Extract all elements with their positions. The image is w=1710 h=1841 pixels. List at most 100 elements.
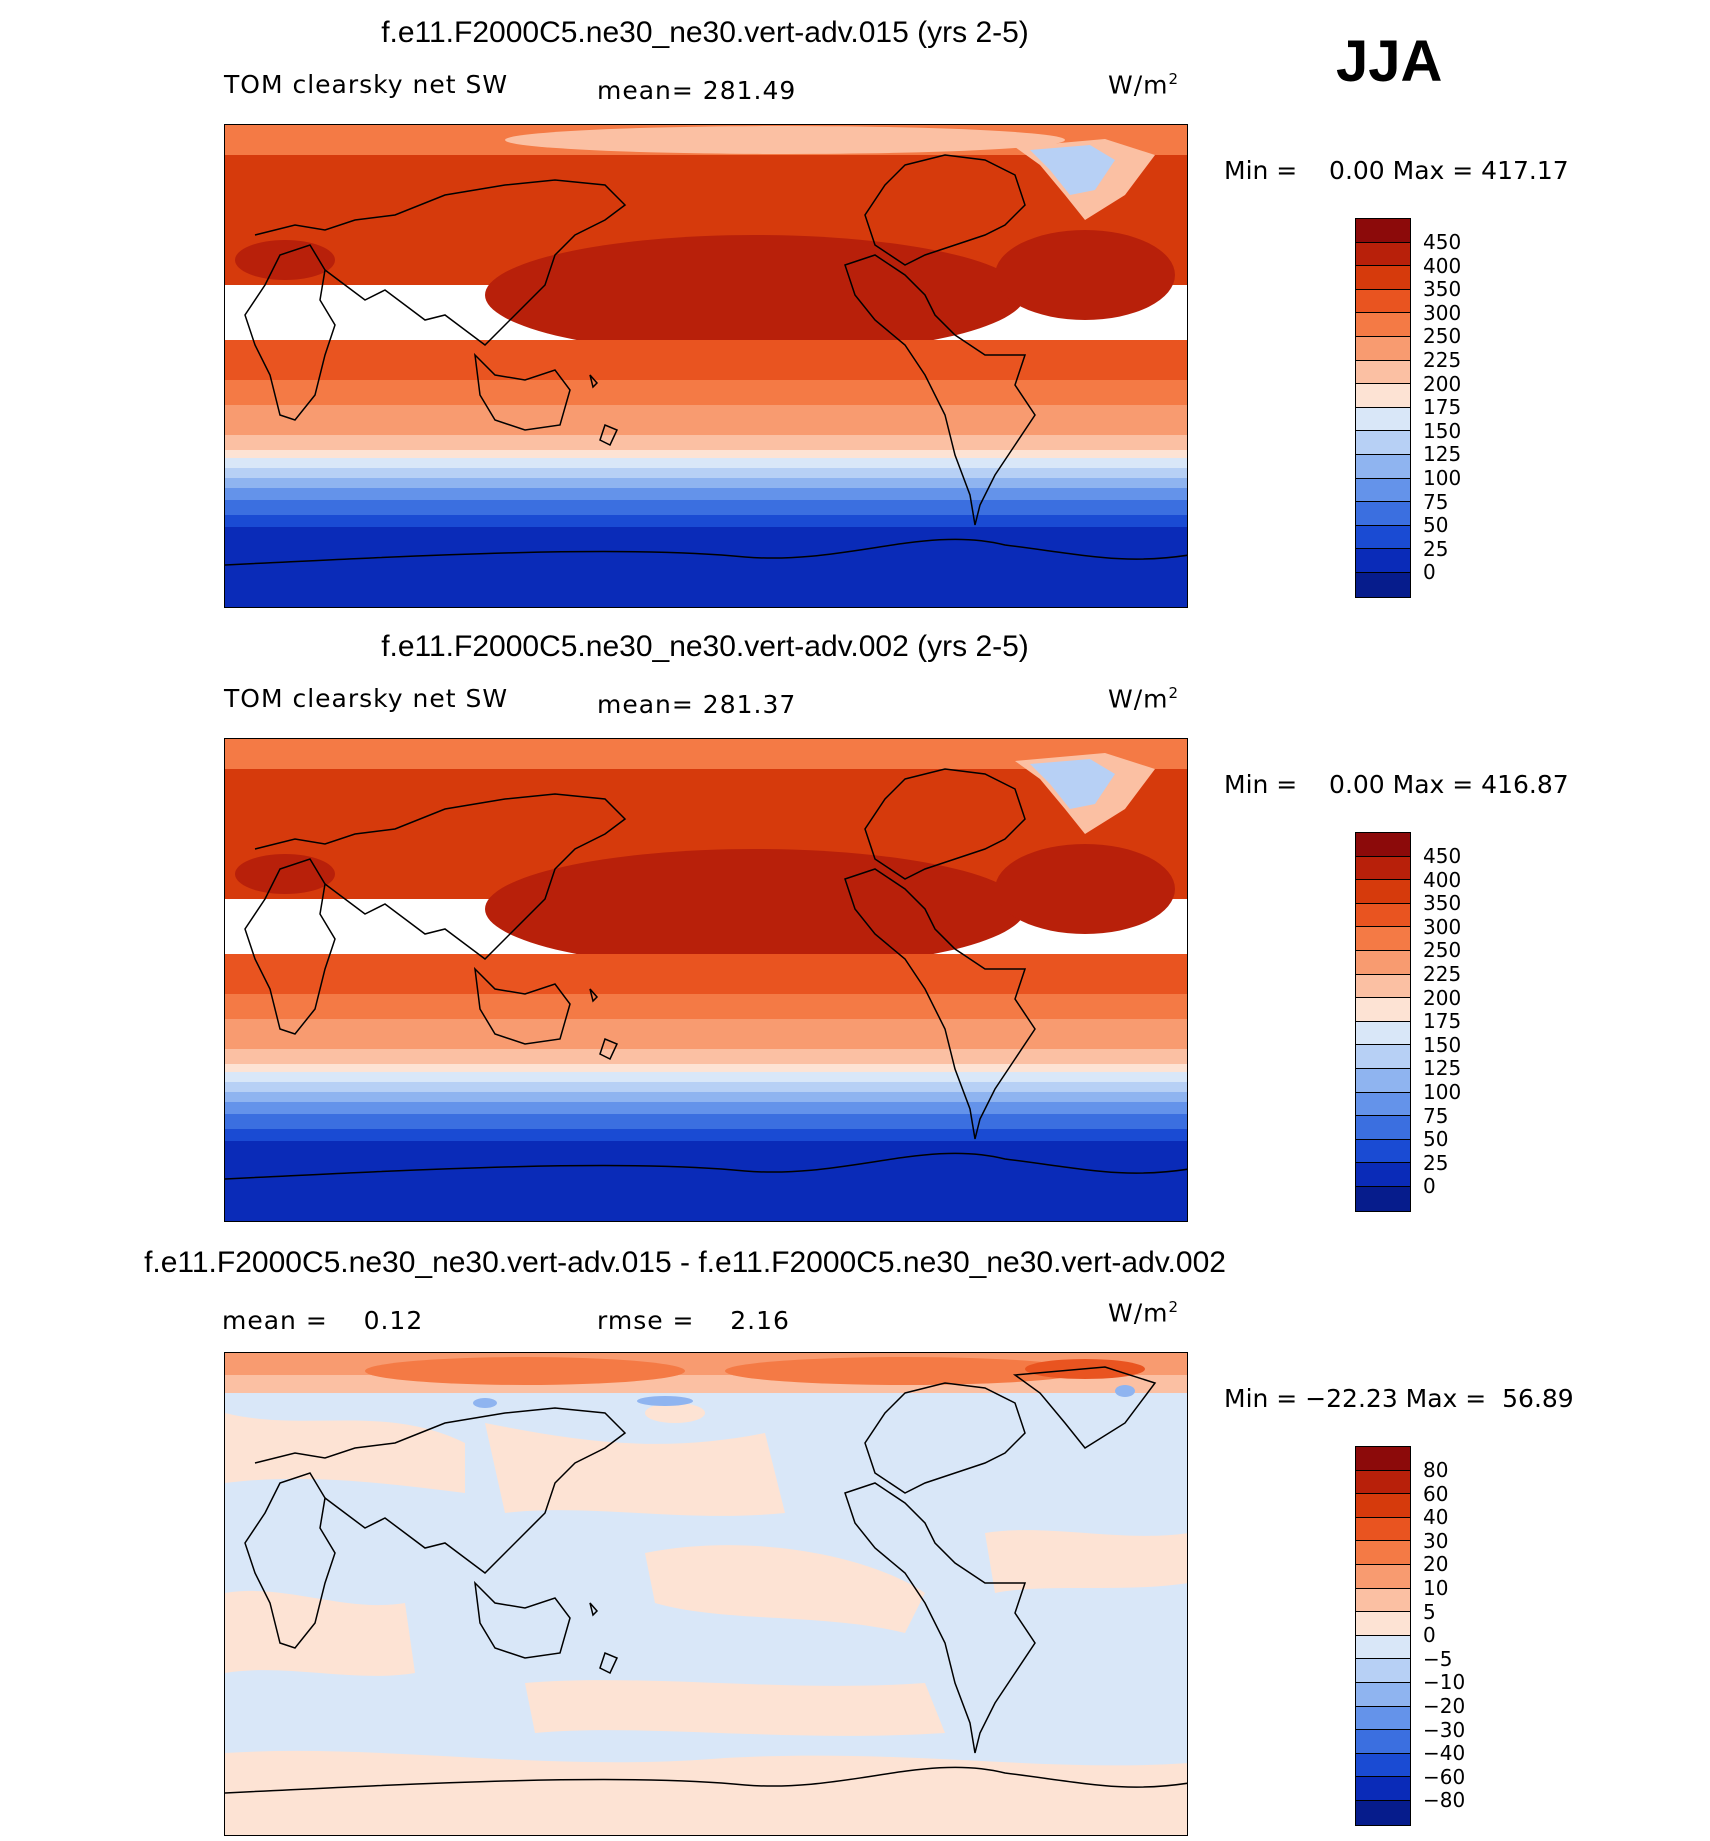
panel-3-unit: W/m2	[1108, 1298, 1180, 1328]
colorbar-3-seg	[1356, 1494, 1410, 1518]
colorbar-1-seg	[1356, 219, 1410, 243]
colorbar-2-seg	[1356, 927, 1410, 951]
colorbar-label: 0	[1423, 1174, 1436, 1199]
colorbar-label: −60	[1423, 1764, 1466, 1789]
colorbar-label: 100	[1423, 466, 1462, 490]
panel-2-unit: W/m2	[1108, 684, 1180, 714]
colorbar-2-seg	[1356, 1021, 1410, 1046]
panel-2-mean: mean= 281.37	[597, 690, 797, 719]
colorbar-3-seg	[1356, 1564, 1410, 1589]
panel-3-rmse: rmse = 2.16	[597, 1306, 790, 1335]
colorbar-3-seg	[1356, 1517, 1410, 1542]
colorbar-label: 80	[1423, 1458, 1449, 1482]
colorbar-2-seg	[1356, 833, 1410, 857]
panel-3-title: f.e11.F2000C5.ne30_ne30.vert-adv.015 - f…	[144, 1246, 1226, 1279]
panel-3-mean: mean = 0.12	[222, 1306, 424, 1335]
colorbar-3-seg	[1356, 1541, 1410, 1565]
colorbar-label: −10	[1423, 1670, 1466, 1695]
colorbar-label: 450	[1423, 844, 1462, 868]
colorbar-3-seg	[1356, 1753, 1410, 1778]
colorbar-label: 450	[1423, 230, 1462, 254]
colorbar-label: 250	[1423, 324, 1462, 349]
panel-1-mean: mean= 281.49	[597, 76, 797, 105]
colorbar-label: 350	[1423, 277, 1462, 302]
colorbar-label: 175	[1423, 395, 1462, 420]
colorbar-2-seg	[1356, 856, 1410, 881]
panel-1-colorbar	[1355, 218, 1411, 598]
panel-3-colorbar	[1355, 1446, 1411, 1826]
colorbar-1-seg	[1356, 384, 1410, 408]
colorbar-label: 400	[1423, 253, 1462, 278]
panel-3-map-svg	[225, 1353, 1187, 1835]
colorbar-label: 225	[1423, 962, 1462, 986]
colorbar-1-seg	[1356, 502, 1410, 526]
colorbar-2-seg	[1356, 1163, 1410, 1187]
panel-1-variable: TOM clearsky net SW	[224, 70, 509, 99]
colorbar-label: 400	[1423, 867, 1462, 892]
colorbar-1-seg	[1356, 525, 1410, 550]
colorbar-label: 25	[1423, 1150, 1449, 1175]
colorbar-1-seg	[1356, 478, 1410, 503]
colorbar-2-seg	[1356, 880, 1410, 904]
colorbar-2-seg	[1356, 950, 1410, 975]
colorbar-label: 350	[1423, 891, 1462, 916]
colorbar-3-seg	[1356, 1635, 1410, 1660]
colorbar-label: 150	[1423, 418, 1462, 443]
panel-1-map-svg	[225, 125, 1187, 607]
colorbar-2-seg	[1356, 974, 1410, 999]
panel-1-map	[224, 124, 1188, 608]
colorbar-label: 300	[1423, 914, 1462, 939]
colorbar-2-seg	[1356, 1186, 1410, 1211]
colorbar-label: 175	[1423, 1009, 1462, 1034]
colorbar-1-seg	[1356, 266, 1410, 290]
colorbar-label: 125	[1423, 442, 1462, 467]
colorbar-2-seg	[1356, 1092, 1410, 1117]
colorbar-label: −30	[1423, 1717, 1466, 1742]
colorbar-2-seg	[1356, 1116, 1410, 1140]
colorbar-label: 75	[1423, 1103, 1449, 1128]
panel-1-title: f.e11.F2000C5.ne30_ne30.vert-adv.015 (yr…	[381, 16, 1029, 49]
colorbar-3-seg	[1356, 1612, 1410, 1636]
colorbar-1-seg	[1356, 572, 1410, 597]
colorbar-2-seg	[1356, 903, 1410, 928]
panel-3-map	[224, 1352, 1188, 1836]
colorbar-label: 60	[1423, 1481, 1449, 1506]
colorbar-label: 30	[1423, 1528, 1449, 1553]
colorbar-label: 0	[1423, 560, 1436, 585]
colorbar-3-seg	[1356, 1447, 1410, 1471]
colorbar-1-seg	[1356, 431, 1410, 455]
panel-2-map	[224, 738, 1188, 1222]
colorbar-label: 150	[1423, 1032, 1462, 1057]
colorbar-label: −20	[1423, 1694, 1466, 1718]
colorbar-1-seg	[1356, 336, 1410, 361]
panel-1-unit: W/m2	[1108, 70, 1180, 100]
colorbar-3-seg	[1356, 1777, 1410, 1801]
colorbar-3-seg	[1356, 1588, 1410, 1613]
panel-3-min-max: Min = −22.23 Max = 56.89	[1224, 1384, 1574, 1413]
colorbar-label: 300	[1423, 300, 1462, 325]
panel-2-map-svg	[225, 739, 1187, 1221]
colorbar-label: 50	[1423, 1127, 1449, 1152]
colorbar-label: 125	[1423, 1056, 1462, 1081]
colorbar-3-seg	[1356, 1800, 1410, 1825]
colorbar-3-seg	[1356, 1730, 1410, 1754]
colorbar-label: 250	[1423, 938, 1462, 963]
colorbar-3-seg	[1356, 1659, 1410, 1683]
colorbar-label: 0	[1423, 1623, 1436, 1648]
colorbar-label: 5	[1423, 1599, 1436, 1624]
colorbar-label: −40	[1423, 1741, 1466, 1766]
colorbar-label: 225	[1423, 348, 1462, 372]
colorbar-label: 25	[1423, 536, 1449, 561]
panel-2-colorbar	[1355, 832, 1411, 1212]
colorbar-label: 200	[1423, 985, 1462, 1010]
colorbar-3-seg	[1356, 1470, 1410, 1495]
colorbar-3-seg	[1356, 1682, 1410, 1707]
panel-2-min-max: Min = 0.00 Max = 416.87	[1224, 770, 1569, 799]
colorbar-3-seg	[1356, 1706, 1410, 1731]
colorbar-1-seg	[1356, 360, 1410, 385]
colorbar-2-seg	[1356, 1045, 1410, 1069]
colorbar-label: 20	[1423, 1552, 1449, 1577]
colorbar-label: 200	[1423, 371, 1462, 396]
colorbar-label: 10	[1423, 1576, 1449, 1600]
colorbar-1-seg	[1356, 407, 1410, 432]
